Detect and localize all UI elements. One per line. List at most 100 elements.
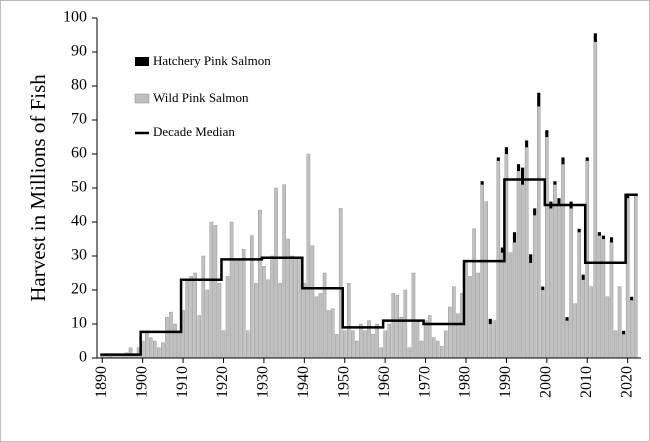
bar bbox=[601, 238, 606, 359]
bar bbox=[375, 323, 379, 359]
x-tick-label: 1940 bbox=[295, 366, 312, 398]
bar bbox=[355, 340, 359, 359]
bar bbox=[241, 248, 246, 359]
bar bbox=[266, 279, 270, 359]
bar bbox=[472, 228, 476, 359]
x-tick-label: 1920 bbox=[214, 366, 231, 398]
bar bbox=[484, 201, 488, 359]
bar bbox=[294, 259, 299, 359]
bar bbox=[444, 330, 448, 359]
bar bbox=[342, 330, 347, 359]
bar bbox=[541, 286, 545, 290]
bar bbox=[262, 266, 266, 359]
y-tick-label: 10 bbox=[71, 315, 87, 332]
y-tick-label: 70 bbox=[71, 111, 87, 128]
bar bbox=[581, 279, 585, 359]
y-tick-label: 100 bbox=[63, 9, 87, 26]
bar bbox=[601, 235, 605, 239]
bar bbox=[197, 315, 202, 359]
y-tick-label: 30 bbox=[71, 247, 87, 264]
bar bbox=[318, 293, 323, 359]
bar bbox=[411, 272, 416, 359]
bar bbox=[165, 317, 169, 359]
bar bbox=[403, 289, 408, 359]
bar bbox=[310, 245, 315, 359]
bar bbox=[532, 214, 537, 359]
bar bbox=[496, 157, 500, 161]
bar bbox=[581, 274, 585, 280]
bar bbox=[561, 157, 565, 165]
bar bbox=[565, 320, 569, 359]
x-tick-label: 1970 bbox=[416, 366, 433, 398]
bar bbox=[520, 184, 525, 359]
x-tick-label: 2020 bbox=[618, 366, 635, 398]
bar bbox=[193, 272, 197, 359]
bar bbox=[633, 194, 638, 359]
bar bbox=[153, 340, 157, 359]
x-tick-label: 2000 bbox=[538, 366, 555, 398]
bar bbox=[557, 204, 561, 359]
bar bbox=[427, 315, 432, 359]
bar bbox=[573, 303, 577, 359]
bar bbox=[161, 342, 165, 359]
bar bbox=[553, 181, 557, 185]
bar bbox=[254, 283, 258, 359]
x-tick-label: 1960 bbox=[376, 366, 393, 398]
bar bbox=[516, 170, 521, 359]
x-tick-label: 1990 bbox=[497, 366, 514, 398]
bar bbox=[545, 136, 549, 359]
bar bbox=[347, 283, 351, 359]
bar bbox=[577, 231, 581, 359]
bar bbox=[363, 330, 367, 359]
bar bbox=[169, 311, 173, 359]
bar bbox=[565, 317, 569, 321]
bar bbox=[395, 294, 400, 359]
legend-swatch bbox=[135, 57, 149, 66]
bar bbox=[549, 208, 553, 359]
bar bbox=[338, 208, 343, 359]
bar bbox=[278, 283, 282, 359]
bar bbox=[128, 347, 133, 359]
bar bbox=[609, 242, 614, 359]
bar bbox=[629, 300, 634, 359]
bar bbox=[387, 323, 391, 359]
bar bbox=[553, 184, 557, 359]
bar bbox=[439, 345, 444, 359]
bar bbox=[201, 255, 206, 359]
bar bbox=[521, 167, 525, 185]
bar bbox=[399, 317, 404, 359]
bar bbox=[205, 289, 210, 359]
bar bbox=[488, 323, 493, 359]
bar bbox=[456, 313, 460, 359]
y-tick-label: 80 bbox=[71, 77, 87, 94]
x-tick-label: 1910 bbox=[174, 366, 191, 398]
bar bbox=[480, 184, 484, 359]
bar bbox=[157, 347, 161, 359]
median-line bbox=[100, 178, 638, 356]
bar bbox=[415, 320, 420, 359]
bar bbox=[569, 208, 573, 359]
bar bbox=[593, 41, 598, 359]
bar bbox=[605, 296, 610, 359]
bar bbox=[557, 198, 561, 205]
legend-label: Hatchery Pink Salmon bbox=[153, 53, 271, 68]
bar bbox=[589, 286, 594, 359]
bar bbox=[371, 334, 375, 359]
bar bbox=[533, 208, 537, 216]
bar bbox=[476, 272, 480, 359]
bar bbox=[529, 254, 533, 263]
y-tick-label: 20 bbox=[71, 281, 87, 298]
bar bbox=[237, 259, 242, 359]
bar bbox=[617, 286, 622, 359]
bar bbox=[359, 323, 363, 359]
bar bbox=[282, 184, 286, 359]
bar bbox=[302, 283, 307, 359]
legend-label: Wild Pink Salmon bbox=[153, 90, 249, 105]
bar bbox=[185, 279, 189, 359]
bar bbox=[383, 330, 387, 359]
bar bbox=[609, 237, 614, 243]
bar bbox=[419, 340, 424, 359]
bar bbox=[512, 242, 517, 359]
